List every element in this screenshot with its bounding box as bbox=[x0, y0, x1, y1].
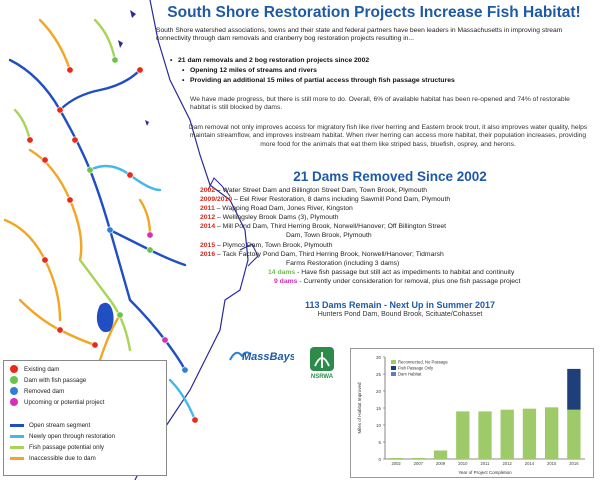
bar-segment bbox=[545, 407, 559, 459]
intro-text: South Shore watershed associations, town… bbox=[156, 27, 563, 43]
green-dot-icon bbox=[10, 376, 18, 385]
removed-heading: 21 Dams Removed Since 2002 bbox=[293, 169, 487, 184]
habitat-chart: 0 5 10 15 20 25 30 2002 2007 2009 2010 2011 2012 2014… bbox=[350, 348, 594, 478]
x-tick-label: 2011 bbox=[480, 461, 490, 466]
bar-segment bbox=[567, 368, 581, 410]
x-tick-label: 2015 bbox=[547, 461, 557, 466]
nsrwa-logo: NSRWA bbox=[310, 347, 334, 380]
light-blue-line-icon bbox=[10, 434, 24, 438]
y-tick-label: 25 bbox=[376, 372, 382, 377]
removed-list: 2002 – Water Street Dam and Billington S… bbox=[200, 186, 596, 286]
legend-swatch bbox=[391, 366, 396, 370]
x-tick-label: 2009 bbox=[436, 461, 446, 466]
green-line-icon bbox=[10, 445, 24, 449]
blue-dot-icon bbox=[10, 387, 18, 396]
y-tick-label: 5 bbox=[378, 440, 381, 445]
y-tick-label: 20 bbox=[376, 389, 382, 394]
removed-item-continued: Dam, Town Brook, Plymouth bbox=[286, 232, 372, 240]
removed-item: 2011 – Wapping Road Dam, Jones River, Ki… bbox=[200, 205, 353, 213]
bar-segment bbox=[478, 411, 492, 459]
x-tick-label: 2016 bbox=[569, 461, 579, 466]
removed-item: 2016 – Tack Factory Pond Dam, Third Herr… bbox=[200, 250, 444, 258]
legend-fish-passage-dam: Dam with fish passage bbox=[10, 376, 86, 385]
removed-item: 2015 – Plymco Dam, Town Brook, Plymouth bbox=[200, 241, 333, 249]
y-tick-label: 10 bbox=[376, 423, 382, 428]
bullet-dam-removals: • 21 dam removals and 2 bog restoration p… bbox=[170, 57, 370, 64]
bar-segment bbox=[456, 411, 470, 459]
legend-newly-open: Newly open through restoration bbox=[10, 432, 115, 441]
bar-segment bbox=[411, 457, 425, 459]
coastline bbox=[134, 0, 249, 480]
legend-upcoming-project: Upcoming or potential project bbox=[10, 398, 104, 407]
removed-item-continued: Farms Restoration (including 3 dams) bbox=[286, 259, 400, 267]
legend-label: Reconnected, No Passage bbox=[398, 360, 448, 365]
legend-inaccessible: Inaccessible due to dam bbox=[10, 454, 96, 463]
bar-segment bbox=[389, 457, 403, 459]
y-tick-label: 15 bbox=[376, 406, 382, 411]
bar-segment bbox=[433, 450, 448, 459]
coastline-detail bbox=[207, 177, 259, 267]
removed-item: 2014 – Mill Pond Dam, Third Herring Broo… bbox=[200, 223, 447, 231]
massbays-logo: MassBays bbox=[229, 351, 294, 363]
y-tick-label: 30 bbox=[376, 355, 382, 360]
red-dot-icon bbox=[10, 365, 18, 374]
remaining-heading: 113 Dams Remain - Next Up in Summer 2017 bbox=[304, 300, 496, 310]
x-tick-label: 2014 bbox=[525, 461, 535, 466]
habitat-chart-svg: 0 5 10 15 20 25 30 2002 2007 2009 2010 2011 2012 2014… bbox=[357, 355, 585, 475]
summary-bullets: • 21 dam removals and 2 bog restoration p… bbox=[170, 56, 590, 86]
bar-segment bbox=[522, 408, 537, 459]
y-tick-label: 0 bbox=[378, 457, 381, 462]
poster-title: South Shore Restoration Projects Increas… bbox=[167, 4, 581, 21]
removed-item: 2002 – Water Street Dam and Billington S… bbox=[200, 187, 428, 194]
blue-line-icon bbox=[10, 423, 24, 427]
legend-swatch bbox=[391, 372, 396, 376]
svg-text:NSRWA: NSRWA bbox=[311, 374, 334, 380]
legend-label: Dam Habitat bbox=[398, 372, 422, 377]
svg-text:MassBays: MassBays bbox=[242, 351, 294, 363]
legend-open-stream: Open stream segment bbox=[10, 421, 90, 430]
removed-item: 2012 – Wellingsley Brook Dams (3), Plymo… bbox=[200, 214, 339, 222]
legend-swatch bbox=[391, 360, 396, 364]
bullet-streams-opened: • Opening 12 miles of streams and rivers bbox=[182, 67, 317, 74]
x-tick-label: 2007 bbox=[414, 461, 424, 466]
y-axis-label: Miles of Habitat Improved bbox=[357, 382, 362, 434]
bar-segment bbox=[567, 409, 581, 459]
fish-passage-note: 14 dams - Have fish passage but still ac… bbox=[268, 268, 515, 276]
x-tick-label: 2002 bbox=[391, 461, 401, 466]
orange-line-icon bbox=[10, 456, 24, 460]
legend-existing-dam: Existing dam bbox=[10, 365, 59, 374]
removal-candidates-note: 9 dams - Currently under consideration f… bbox=[274, 277, 521, 285]
x-axis-label: Year of Project Completion bbox=[458, 470, 512, 475]
lake bbox=[96, 302, 114, 333]
x-tick-label: 2012 bbox=[503, 461, 513, 466]
x-tick-label: 2010 bbox=[458, 461, 468, 466]
map-legend: Existing dam Dam with fish passage Remov… bbox=[3, 360, 167, 476]
bullet-partial-access: • Providing an additional 15 miles of par… bbox=[182, 77, 455, 84]
islands bbox=[118, 10, 149, 126]
next-project: Hunters Pond Dam, Bound Brook, Scituate/… bbox=[317, 311, 483, 318]
progress-paragraph: We have made progress, but there is stil… bbox=[190, 96, 570, 112]
legend-passage-potential: Fish passage potential only bbox=[10, 443, 104, 452]
legend-label: Fish Passage Only bbox=[398, 366, 434, 371]
legend-removed-dam: Removed dam bbox=[10, 387, 64, 396]
removed-item: 2009/2010 – Eel River Restoration, 8 dam… bbox=[200, 196, 451, 204]
bar-segment bbox=[500, 409, 514, 459]
dam-markers bbox=[26, 56, 199, 424]
magenta-dot-icon bbox=[10, 398, 18, 407]
benefits-paragraph: Dam removal not only improves access for… bbox=[188, 124, 588, 148]
